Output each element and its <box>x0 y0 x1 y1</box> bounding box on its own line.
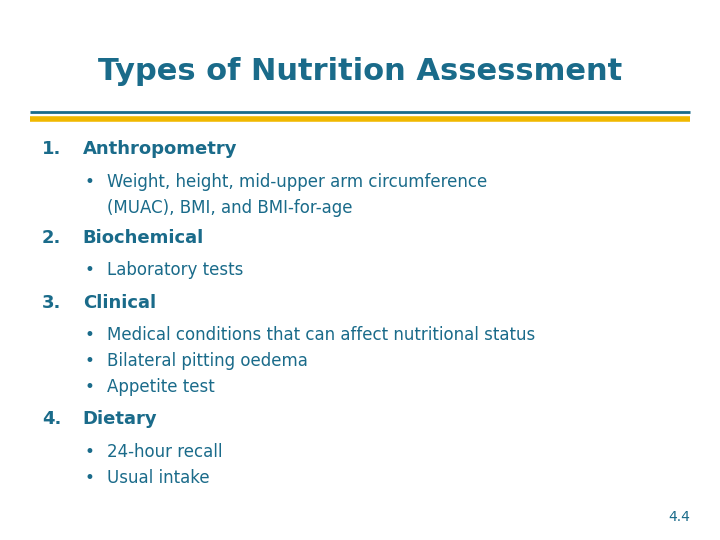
Text: Types of Nutrition Assessment: Types of Nutrition Assessment <box>98 57 622 86</box>
Text: •: • <box>85 443 95 461</box>
Text: 4.4: 4.4 <box>668 510 690 524</box>
Text: Weight, height, mid-upper arm circumference: Weight, height, mid-upper arm circumfere… <box>107 173 487 191</box>
Text: Clinical: Clinical <box>83 294 156 312</box>
Text: •: • <box>85 378 95 396</box>
Text: •: • <box>85 352 95 370</box>
Text: Usual intake: Usual intake <box>107 469 210 487</box>
Text: •: • <box>85 261 95 279</box>
Text: (MUAC), BMI, and BMI-for-age: (MUAC), BMI, and BMI-for-age <box>107 199 352 217</box>
Text: •: • <box>85 173 95 191</box>
Text: Laboratory tests: Laboratory tests <box>107 261 243 279</box>
Text: Appetite test: Appetite test <box>107 378 215 396</box>
Text: •: • <box>85 469 95 487</box>
Text: 2.: 2. <box>42 229 61 247</box>
Text: •: • <box>85 326 95 344</box>
Text: Bilateral pitting oedema: Bilateral pitting oedema <box>107 352 307 370</box>
Text: 3.: 3. <box>42 294 61 312</box>
Text: 24-hour recall: 24-hour recall <box>107 443 222 461</box>
Text: 4.: 4. <box>42 410 61 428</box>
Text: Dietary: Dietary <box>83 410 158 428</box>
Text: Medical conditions that can affect nutritional status: Medical conditions that can affect nutri… <box>107 326 535 344</box>
Text: 1.: 1. <box>42 140 61 158</box>
Text: Biochemical: Biochemical <box>83 229 204 247</box>
Text: Anthropometry: Anthropometry <box>83 140 238 158</box>
